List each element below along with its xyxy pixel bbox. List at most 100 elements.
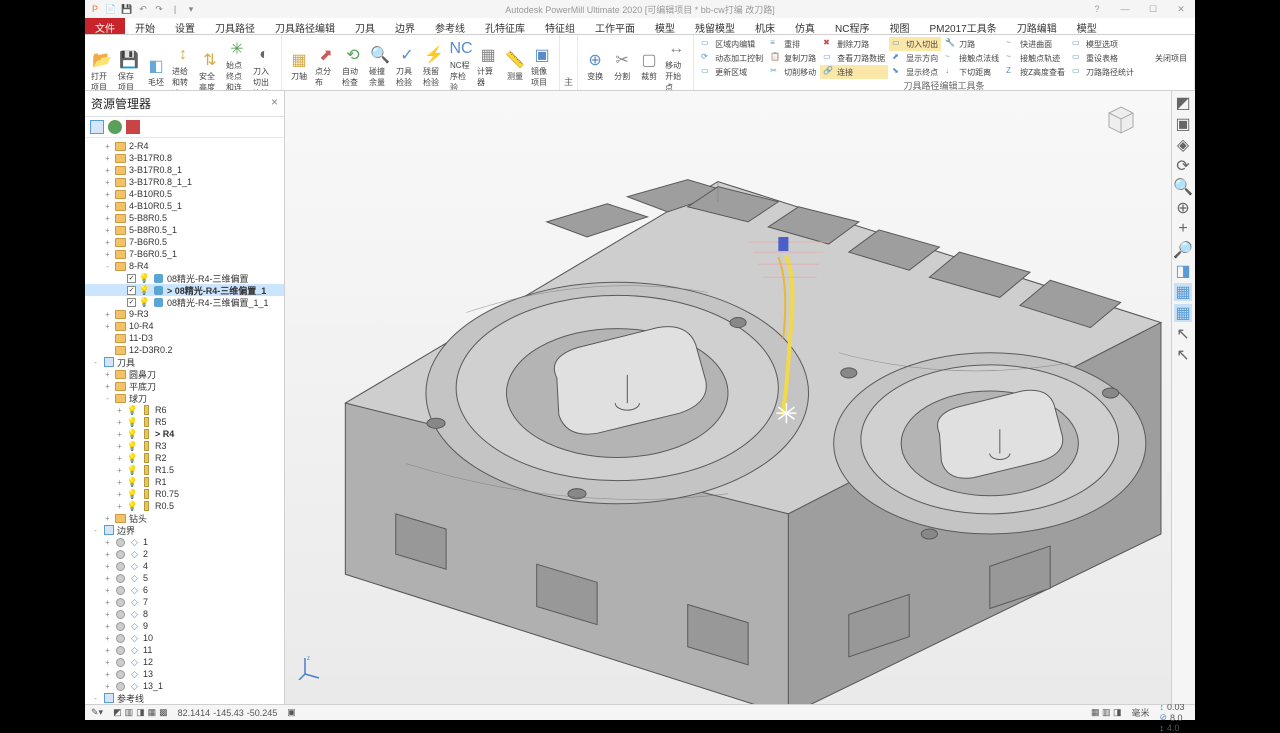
tree-item[interactable]: +5-B8R0.5	[85, 212, 284, 224]
menu-模型[interactable]: 模型	[645, 18, 685, 34]
tree-item[interactable]: +◇13	[85, 668, 284, 680]
menu-NC程序[interactable]: NC程序	[825, 18, 879, 34]
tree-item[interactable]: +💡R5	[85, 416, 284, 428]
tree-item[interactable]: +💡R0.75	[85, 488, 284, 500]
ribbon-复制刀路[interactable]: 📋复制刀路	[767, 51, 819, 65]
ribbon-测量[interactable]: 📏测量	[502, 48, 528, 83]
ribbon-保存项目[interactable]: 💾保存项目	[116, 48, 142, 91]
ribbon-点分布[interactable]: ⬈点分布	[313, 43, 339, 89]
tree-item[interactable]: +2-R4	[85, 140, 284, 152]
tree-item[interactable]: +10-R4	[85, 320, 284, 332]
tree-item[interactable]: +💡> R4	[85, 428, 284, 440]
view-tool-4[interactable]: 🔍	[1174, 178, 1192, 196]
ribbon-安全高度[interactable]: ⇅安全高度	[197, 48, 223, 91]
tree-item[interactable]: +◇7	[85, 596, 284, 608]
ribbon-区域内编辑[interactable]: ▭区域内编辑	[698, 37, 766, 51]
menu-工作平面[interactable]: 工作平面	[585, 18, 645, 34]
qat-open-icon[interactable]: 📄	[105, 3, 117, 15]
view-tool-10[interactable]: ▦	[1174, 304, 1192, 322]
ribbon-快进曲面[interactable]: ~快进曲面	[1003, 37, 1068, 51]
panel-close-icon[interactable]: ×	[271, 95, 278, 112]
ribbon-下切距离[interactable]: ↓下切距离	[942, 65, 1002, 79]
help-icon[interactable]: ?	[1083, 4, 1111, 15]
sb-ico[interactable]: ◩	[113, 707, 122, 718]
ribbon-碰撞余量[interactable]: 🔍碰撞余量	[367, 43, 393, 89]
ribbon-残留检验[interactable]: ⚡残留检验	[421, 43, 447, 89]
tree-item[interactable]: +💡R6	[85, 404, 284, 416]
edit-mode-icon[interactable]: ✎▾	[91, 707, 103, 718]
view-tool-11[interactable]: ↖	[1174, 325, 1192, 343]
tree-item[interactable]: +7-B6R0.5_1	[85, 248, 284, 260]
tree-item[interactable]: +5-B8R0.5_1	[85, 224, 284, 236]
tree-item[interactable]: 12-D3R0.2	[85, 344, 284, 356]
tree-item[interactable]: +◇13_1	[85, 680, 284, 692]
tree-item[interactable]: -边界	[85, 524, 284, 536]
tree-item[interactable]: +9-R3	[85, 308, 284, 320]
view-tool-7[interactable]: 🔎	[1174, 241, 1192, 259]
tree-item[interactable]: +◇10	[85, 632, 284, 644]
view-tool-8[interactable]: ◨	[1174, 262, 1192, 280]
close-icon[interactable]: ✕	[1167, 4, 1195, 15]
ribbon-更新区域[interactable]: ▭更新区域	[698, 65, 766, 79]
tree-item[interactable]: +💡R1.5	[85, 464, 284, 476]
sb-icons[interactable]: ▦ ▥ ◨	[1091, 707, 1122, 718]
ribbon-NC程序检验[interactable]: NCNC程序检验	[448, 37, 474, 91]
tree-item[interactable]: +钻头	[85, 512, 284, 524]
menu-文件[interactable]: 文件	[85, 18, 125, 34]
tree-item[interactable]: -8-R4	[85, 260, 284, 272]
ribbon-变换[interactable]: ⊕变换	[582, 48, 608, 83]
menu-刀具路径编辑[interactable]: 刀具路径编辑	[265, 18, 345, 34]
ribbon-重设表格[interactable]: ▭重设表格	[1069, 51, 1137, 65]
tree-item[interactable]: +◇9	[85, 620, 284, 632]
sb-ico[interactable]: ◨	[136, 707, 145, 718]
qat-undo-icon[interactable]: ↶	[137, 3, 149, 15]
ribbon-刀具检验[interactable]: ✓刀具检验	[394, 43, 420, 89]
ribbon-切削移动[interactable]: ✂切削移动	[767, 65, 819, 79]
ribbon-自动检查[interactable]: ⟲自动检查	[340, 43, 366, 89]
view-cube[interactable]	[1101, 99, 1141, 139]
ribbon-切入切出[interactable]: ▭切入切出	[889, 37, 941, 51]
ribbon-接触点法线[interactable]: ~接触点法线	[942, 51, 1002, 65]
ribbon-查看刀路数据[interactable]: ▭查看刀路数据	[820, 51, 888, 65]
menu-设置[interactable]: 设置	[165, 18, 205, 34]
tree-item[interactable]: +💡R2	[85, 452, 284, 464]
menu-刀具路径[interactable]: 刀具路径	[205, 18, 265, 34]
tree-item[interactable]: ✓💡08精光-R4-三维偏置_1_1	[85, 296, 284, 308]
resource-tree[interactable]: +2-R4+3-B17R0.8+3-B17R0.8_1+3-B17R0.8_1_…	[85, 138, 284, 704]
menu-PM2017工具条[interactable]: PM2017工具条	[919, 18, 1006, 34]
grid-icon[interactable]	[90, 120, 104, 134]
coord-lock-icon[interactable]: ▣	[287, 707, 296, 718]
tree-item[interactable]: +4-B10R0.5_1	[85, 200, 284, 212]
ribbon-分割[interactable]: ✂分割	[609, 48, 635, 83]
globe-icon[interactable]	[108, 120, 122, 134]
menu-刀具[interactable]: 刀具	[345, 18, 385, 34]
view-tool-0[interactable]: ◩	[1174, 94, 1192, 112]
ribbon-按Z高度查看[interactable]: Z按Z高度查看	[1003, 65, 1068, 79]
ribbon-动态加工控制[interactable]: ⟳动态加工控制	[698, 51, 766, 65]
tree-item[interactable]: +4-B10R0.5	[85, 188, 284, 200]
tree-item[interactable]: +◇5	[85, 572, 284, 584]
ribbon-接触点轨迹[interactable]: ~接触点轨迹	[1003, 51, 1068, 65]
ribbon-显示终点[interactable]: ⬊显示终点	[889, 65, 941, 79]
menu-参考线[interactable]: 参考线	[425, 18, 475, 34]
tree-item[interactable]: ✓💡08精光-R4-三维偏置	[85, 272, 284, 284]
ribbon-关闭项目[interactable]: 关闭项目	[1138, 51, 1190, 65]
qat-redo-icon[interactable]: ↷	[153, 3, 165, 15]
tree-item[interactable]: +◇8	[85, 608, 284, 620]
trash-icon[interactable]	[126, 120, 140, 134]
qat-save-icon[interactable]: 💾	[121, 3, 133, 15]
sb-ico[interactable]: ▥	[125, 707, 134, 718]
tree-item[interactable]: +💡R0.5	[85, 500, 284, 512]
ribbon-删除刀路[interactable]: ✖删除刀路	[820, 37, 888, 51]
tree-item[interactable]: +◇1	[85, 536, 284, 548]
menu-孔特征库[interactable]: 孔特征库	[475, 18, 535, 34]
ribbon-裁剪[interactable]: ▢裁剪	[636, 48, 662, 83]
maximize-icon[interactable]: ☐	[1139, 4, 1167, 15]
tree-item[interactable]: +圆鼻刀	[85, 368, 284, 380]
tree-item[interactable]: +💡R1	[85, 476, 284, 488]
viewport-3d[interactable]: z	[285, 91, 1171, 704]
ribbon-模型选项[interactable]: ▭模型选项	[1069, 37, 1137, 51]
tree-item[interactable]: +3-B17R0.8	[85, 152, 284, 164]
tree-item[interactable]: +3-B17R0.8_1_1	[85, 176, 284, 188]
tree-item[interactable]: +◇2	[85, 548, 284, 560]
